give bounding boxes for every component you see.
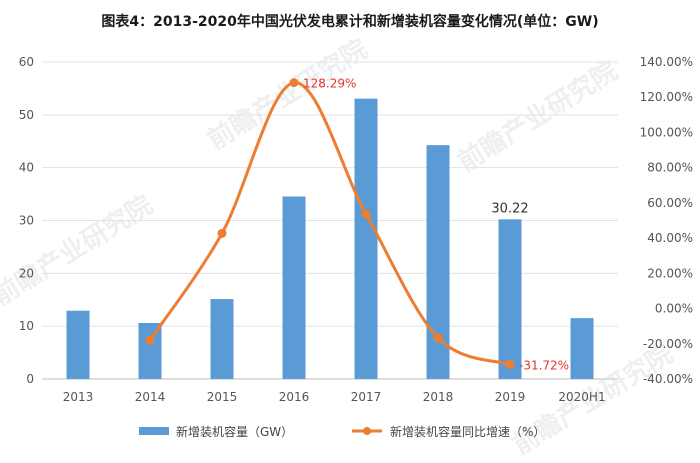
x-tick-label: 2020H1 (558, 390, 605, 404)
legend-label-bar: 新增装机容量（GW） (176, 424, 293, 439)
x-tick-label: 2016 (279, 390, 310, 404)
bar (426, 145, 450, 379)
line-point (217, 228, 227, 238)
left-tick-label: 60 (19, 55, 34, 69)
bar-data-label: 30.22 (491, 201, 528, 216)
chart-title: 图表4：2013-2020年中国光伏发电累计和新增装机容量变化情况(单位：GW) (101, 13, 598, 30)
x-tick-label: 2017 (351, 390, 382, 404)
right-tick-label: 100.00% (640, 125, 693, 139)
bar (570, 318, 594, 379)
line-point (145, 335, 155, 345)
line-data-label: -31.72% (519, 358, 569, 372)
x-tick-label: 2015 (207, 390, 238, 404)
x-axis-ticks: 2013 2014 2015 2016 2017 2018 2019 2020H1 (63, 390, 606, 404)
right-axis-ticks: -40.00% -20.00% 0.00% 20.00% 40.00% 60.00% 80.… (640, 55, 693, 386)
legend-label-line: 新增装机容量同比增速（%） (390, 424, 545, 439)
line-point (433, 333, 443, 343)
right-tick-label: 140.00% (640, 55, 693, 69)
line-series (145, 78, 515, 369)
line-data-label: 128.29% (303, 77, 356, 91)
bar (498, 219, 522, 379)
line-point (289, 78, 299, 88)
legend: 新增装机容量（GW） 新增装机容量同比增速（%） (139, 424, 545, 439)
bar (138, 322, 162, 379)
bar (282, 196, 306, 379)
bar (66, 310, 90, 379)
legend-swatch-marker (363, 427, 371, 435)
x-tick-label: 2018 (423, 390, 454, 404)
data-labels: 30.22 128.29% -31.72% (303, 77, 569, 373)
right-tick-label: -20.00% (643, 337, 693, 351)
bar-series (66, 98, 594, 380)
left-tick-label: 0 (26, 372, 34, 386)
right-tick-label: 40.00% (647, 231, 693, 245)
bar (210, 299, 234, 379)
line-point (361, 209, 371, 219)
right-tick-label: 60.00% (647, 196, 693, 210)
left-tick-label: 20 (19, 266, 34, 280)
x-tick-label: 2013 (63, 390, 94, 404)
x-tick-label: 2019 (495, 390, 526, 404)
left-axis-ticks: 0 10 20 30 40 50 60 (19, 55, 34, 386)
watermark: 前瞻产业研究院 (0, 189, 158, 312)
gridlines (42, 61, 618, 380)
line-point (505, 359, 515, 369)
bar (354, 98, 378, 380)
watermark: 前瞻产业研究院 (452, 55, 623, 178)
left-tick-label: 40 (19, 161, 34, 175)
legend-swatch-bar (139, 427, 169, 435)
x-tick-label: 2014 (135, 390, 166, 404)
right-tick-label: 0.00% (655, 302, 693, 316)
right-tick-label: 20.00% (647, 266, 693, 280)
growth-line (148, 81, 511, 366)
right-tick-label: 120.00% (640, 90, 693, 104)
left-tick-label: 10 (19, 319, 34, 333)
right-tick-label: -40.00% (643, 372, 693, 386)
right-tick-label: 80.00% (647, 161, 693, 175)
watermark: 前瞻产业研究院 (202, 33, 373, 156)
left-tick-label: 30 (19, 214, 34, 228)
left-tick-label: 50 (19, 108, 34, 122)
